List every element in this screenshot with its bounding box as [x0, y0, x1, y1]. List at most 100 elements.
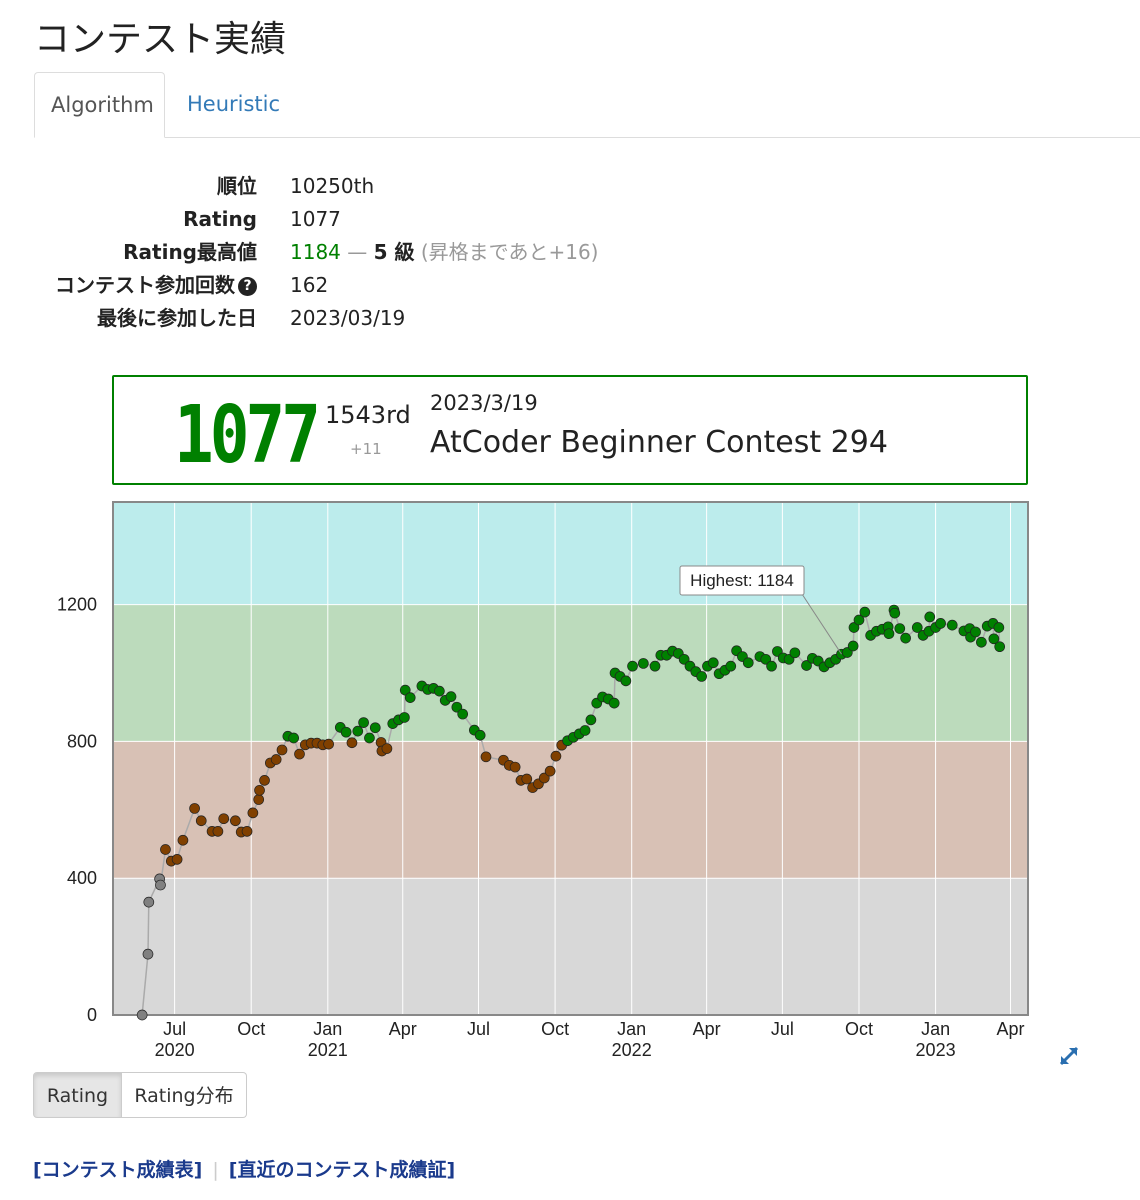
data-point [434, 685, 445, 697]
data-point [165, 855, 177, 867]
data-point [638, 658, 649, 669]
data-point [177, 834, 189, 846]
data-point [760, 653, 772, 665]
data-point [976, 636, 987, 648]
data-point [608, 697, 620, 709]
data-point [777, 652, 789, 664]
data-point [859, 606, 871, 618]
data-point [702, 660, 713, 672]
data-point [247, 807, 259, 819]
data-point [498, 754, 509, 766]
data-point [737, 651, 748, 662]
data-point [276, 744, 288, 756]
data-point [725, 660, 737, 672]
data-point [987, 618, 999, 629]
data-point [713, 668, 725, 680]
data-point [212, 825, 224, 837]
data-point [696, 671, 707, 682]
data-point [772, 646, 783, 657]
x-tick-year: 2020 [155, 1040, 195, 1060]
data-point [836, 648, 847, 660]
data-point [457, 708, 469, 720]
data-point [364, 732, 375, 744]
data-point [865, 630, 876, 641]
data-point [579, 725, 591, 736]
data-point [206, 825, 218, 837]
data-point [254, 784, 265, 796]
page-title: コンテスト実績 [34, 19, 287, 60]
data-point [155, 879, 166, 891]
data-point [958, 625, 970, 637]
data-point [230, 815, 241, 827]
status-contest-name[interactable]: AtCoder Beginner Contest 294 [430, 425, 888, 460]
last-contest-label: 最後に参加した日 [97, 306, 257, 330]
data-point [935, 618, 946, 629]
data-point [556, 739, 568, 751]
data-point [894, 623, 906, 634]
data-point [801, 660, 812, 671]
data-point [970, 626, 981, 638]
data-point [678, 653, 690, 665]
data-point [853, 614, 865, 626]
data-point [672, 648, 684, 659]
data-point [142, 948, 154, 960]
data-point [917, 630, 929, 641]
rating-distribution-button[interactable]: Rating分布 [122, 1072, 247, 1118]
data-point [305, 737, 317, 749]
status-contest-date: 2023/3/19 [430, 391, 538, 415]
data-point [381, 743, 393, 754]
data-point [923, 625, 935, 637]
data-point [358, 717, 369, 728]
tab-heuristic[interactable]: Heuristic [187, 92, 281, 116]
data-point [911, 622, 923, 633]
data-point [468, 724, 480, 736]
rating-band [113, 502, 1028, 605]
highest-pointer [801, 593, 842, 655]
data-point [719, 664, 731, 676]
recent-certificate-link[interactable]: [直近のコンテスト成績証] [228, 1159, 456, 1181]
contest-history-link[interactable]: [コンテスト成績表] [33, 1159, 203, 1181]
max-rating-dash: — [347, 240, 368, 264]
data-point [707, 657, 719, 669]
max-rating-grade: 5 級 [373, 240, 415, 264]
x-tick-label: Jan [617, 1019, 646, 1039]
data-point [684, 660, 696, 672]
expand-arrows-icon[interactable] [1058, 1045, 1080, 1067]
data-point [830, 653, 842, 665]
data-point [428, 683, 439, 694]
tab-algorithm[interactable]: Algorithm [34, 72, 165, 138]
x-tick-label: Jan [313, 1019, 342, 1039]
data-point [766, 660, 777, 672]
rating-button[interactable]: Rating [33, 1072, 122, 1118]
data-point [299, 739, 311, 751]
max-rating-label: Rating最高値 [123, 240, 257, 264]
rank-value: 10250th [290, 174, 375, 198]
data-point [451, 701, 463, 713]
last-contest-value: 2023/03/19 [290, 306, 406, 330]
data-point [259, 775, 270, 786]
data-point [614, 671, 626, 682]
data-point [946, 619, 958, 631]
x-tick-year: 2021 [308, 1040, 348, 1060]
data-point [533, 778, 544, 790]
data-point [655, 649, 667, 661]
data-point [882, 621, 894, 633]
x-tick-label: Oct [845, 1019, 873, 1039]
data-point [824, 657, 836, 669]
max-rating-note: (昇格まであと+16) [420, 240, 599, 264]
data-point [754, 651, 766, 662]
data-point [195, 815, 207, 827]
data-point [807, 652, 818, 664]
x-tick-label: Apr [693, 1019, 721, 1039]
data-point [988, 633, 1000, 645]
data-point [994, 641, 1006, 653]
max-rating-number: 1184 [290, 240, 341, 264]
data-point [649, 660, 661, 672]
question-circle-icon[interactable]: ? [238, 277, 257, 296]
data-point [439, 695, 451, 706]
contest-status-box: 1077 1543rd +11 2023/3/19 AtCoder Beginn… [112, 375, 1028, 485]
status-rating: 1077 [174, 389, 321, 482]
data-point [317, 739, 329, 751]
rating-label: Rating [183, 207, 257, 231]
